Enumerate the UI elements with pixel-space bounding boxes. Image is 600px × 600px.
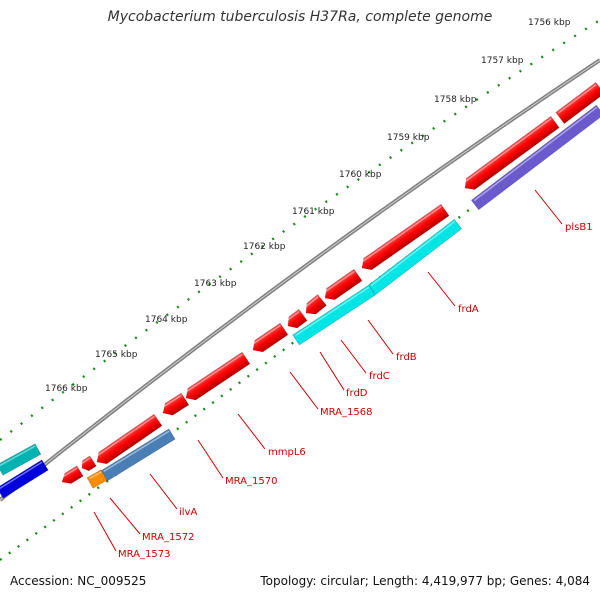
label-connector [149, 473, 178, 510]
scale-label: 1764 kbp [145, 315, 188, 325]
label-connector [237, 413, 266, 450]
label-connector [534, 189, 563, 225]
gene-label[interactable]: frdC [369, 371, 390, 382]
gene-label[interactable]: MRA_1568 [320, 407, 372, 418]
gene-plsB1-cds[interactable] [461, 115, 560, 193]
scale-label: 1766 kbp [45, 384, 88, 394]
gene-label[interactable]: frdB [396, 352, 417, 363]
scale-label: 1763 kbp [194, 279, 237, 289]
scale-label: 1761 kbp [292, 207, 335, 217]
scale-label: 1765 kbp [95, 350, 138, 360]
backbone-inner [0, 59, 600, 501]
label-connector [109, 497, 141, 535]
gene-ilvA-cds[interactable] [93, 413, 163, 468]
gene-label[interactable]: ilvA [179, 507, 197, 518]
gene-frdBCD-feature[interactable] [292, 284, 376, 346]
gene-label[interactable]: MRA_1570 [225, 476, 277, 487]
gene-frdB-cds[interactable] [321, 268, 363, 303]
left-edge-feature-blue[interactable] [0, 459, 49, 499]
label-connector [197, 439, 224, 479]
label-connector [340, 339, 367, 374]
map-title: Mycobacterium tuberculosis H37Ra, comple… [107, 9, 493, 25]
backbone-outer [0, 58, 600, 502]
genome-summary-text: Topology: circular; Length: 4,419,977 bp… [260, 574, 590, 588]
gene-mmpL6-cds[interactable] [182, 351, 251, 404]
gene-label[interactable]: frdA [458, 304, 479, 315]
gene-MRA_1572-cds[interactable] [79, 455, 97, 473]
scale-label: 1760 kbp [339, 170, 382, 180]
gene-next-cds[interactable] [555, 81, 600, 125]
gene-label[interactable]: frdD [346, 388, 368, 399]
label-connector [93, 511, 117, 552]
label-connector [367, 319, 394, 355]
gene-plsB1-feature[interactable] [470, 104, 600, 211]
gene-label[interactable]: mmpL6 [268, 447, 306, 458]
gene-frdD-cds[interactable] [284, 308, 308, 331]
scale-label: 1756 kbp [528, 18, 571, 28]
gene-MRA_1572-feature[interactable] [86, 469, 108, 489]
label-connector [427, 271, 456, 307]
outer-scale-arc [0, 18, 600, 441]
gene-label[interactable]: MRA_1572 [142, 532, 194, 543]
scale-label: 1758 kbp [434, 95, 477, 105]
gene-frdA-feature[interactable] [367, 218, 463, 296]
gene-frdC-cds[interactable] [302, 294, 327, 319]
label-connector [289, 371, 319, 410]
accession-text: Accession: NC_009525 [10, 574, 147, 588]
label-connector [319, 351, 345, 391]
scale-label: 1762 kbp [243, 242, 286, 252]
gene-label[interactable]: plsB1 [565, 222, 593, 233]
scale-label: 1759 kbp [387, 133, 430, 143]
scale-label: 1757 kbp [481, 56, 524, 66]
gene-MRA_1573-cds[interactable] [59, 465, 84, 487]
gene-frdA-cds[interactable] [358, 203, 450, 273]
gene-MRA_1570-cds[interactable] [159, 392, 190, 419]
left-edge-feature-teal[interactable] [0, 443, 42, 476]
gene-label[interactable]: MRA_1573 [118, 549, 170, 560]
gene-MRA_1568-cds[interactable] [249, 322, 289, 356]
